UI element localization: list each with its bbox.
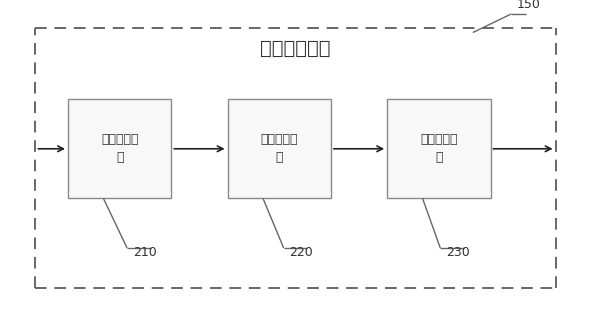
Text: 230: 230: [446, 246, 470, 259]
Text: 150: 150: [517, 0, 541, 11]
Bar: [387, 99, 491, 198]
Bar: [228, 99, 331, 198]
Bar: [68, 99, 171, 198]
Text: 信号隔离电
路: 信号隔离电 路: [261, 133, 298, 164]
Text: 220: 220: [290, 246, 313, 259]
Text: 信号放大电
路: 信号放大电 路: [101, 133, 138, 164]
Text: 信号调理电路: 信号调理电路: [260, 38, 331, 58]
Text: 210: 210: [133, 246, 157, 259]
Text: 低通滤波电
路: 低通滤波电 路: [420, 133, 457, 164]
